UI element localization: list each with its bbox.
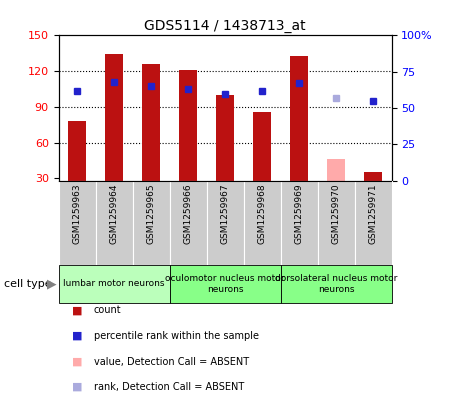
Bar [243,181,280,265]
Text: GSM1259963: GSM1259963 [72,183,81,244]
Text: GSM1259968: GSM1259968 [257,183,266,244]
Bar [58,181,95,265]
Text: cell type: cell type [4,279,52,289]
Text: dorsolateral nucleus motor
neurons: dorsolateral nucleus motor neurons [275,274,397,294]
Text: oculomotor nucleus motor
neurons: oculomotor nucleus motor neurons [165,274,285,294]
Bar [355,181,392,265]
Bar [364,173,382,181]
Bar [327,159,345,181]
Text: GSM1259966: GSM1259966 [184,183,193,244]
Bar [179,70,197,181]
Bar [68,121,86,181]
Text: ■: ■ [72,305,82,316]
Bar [95,181,132,265]
Bar [280,181,318,265]
Text: ■: ■ [72,331,82,341]
Text: ▶: ▶ [47,277,57,290]
Bar [170,181,207,265]
Text: GSM1259969: GSM1259969 [294,183,303,244]
Text: GSM1259971: GSM1259971 [369,183,378,244]
Bar [58,265,170,303]
Bar [280,265,392,303]
Text: GSM1259965: GSM1259965 [147,183,156,244]
Bar [170,265,280,303]
Text: rank, Detection Call = ABSENT: rank, Detection Call = ABSENT [94,382,244,392]
Text: GSM1259964: GSM1259964 [109,183,118,244]
Text: GSM1259970: GSM1259970 [332,183,341,244]
Bar [290,56,308,181]
Bar [216,95,234,181]
Title: GDS5114 / 1438713_at: GDS5114 / 1438713_at [144,19,306,33]
Bar [132,181,170,265]
Text: value, Detection Call = ABSENT: value, Detection Call = ABSENT [94,356,249,367]
Bar [253,112,271,181]
Text: count: count [94,305,121,316]
Text: GSM1259967: GSM1259967 [220,183,230,244]
Text: ■: ■ [72,356,82,367]
Bar [142,64,160,181]
Bar [207,181,243,265]
Text: lumbar motor neurons: lumbar motor neurons [63,279,165,288]
Bar [318,181,355,265]
Text: ■: ■ [72,382,82,392]
Bar [105,55,123,181]
Text: percentile rank within the sample: percentile rank within the sample [94,331,259,341]
